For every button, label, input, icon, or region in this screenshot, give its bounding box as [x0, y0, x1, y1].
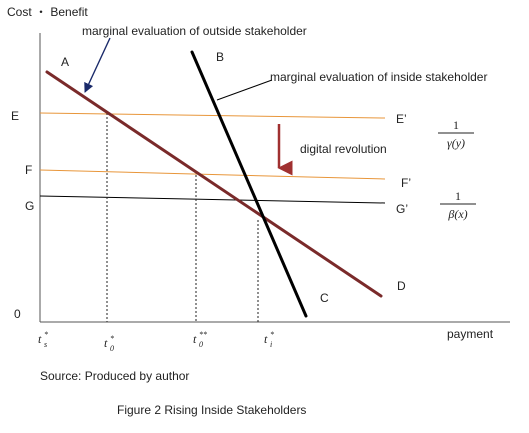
inside-stakeholder-curve	[190, 50, 308, 318]
fraction-beta-numerator: 1	[455, 189, 461, 203]
fraction-beta: 1 β(x)	[440, 189, 476, 221]
tick-label-t0-double: t ** 0	[193, 330, 207, 349]
pointer-line-inside	[216, 79, 273, 101]
tick-label-ti: t * i	[264, 330, 274, 349]
tick-ti-sup: *	[270, 330, 274, 339]
figure-caption: Figure 2 Rising Inside Stakeholders	[117, 403, 306, 417]
tick-ti-main: t	[264, 332, 268, 346]
level-label-gprime: G’	[396, 202, 408, 216]
source-note: Source: Produced by author	[40, 369, 189, 383]
x-axis-title: payment	[447, 327, 494, 341]
level-label-g: G	[25, 199, 34, 213]
level-label-f: F	[25, 163, 32, 177]
curve-label-b: B	[216, 50, 224, 64]
line-e-eprime	[39, 112, 386, 119]
level-label-eprime: E’	[396, 112, 407, 126]
level-label-e: E	[11, 109, 19, 123]
line-f-fprime	[39, 169, 386, 180]
curve-label-d: D	[397, 279, 406, 293]
tick-label-t0: t * 0	[104, 334, 114, 353]
tick-t0-sub: 0	[110, 344, 114, 353]
tick-ts-sub: s	[44, 340, 47, 349]
pointer-arrow-outside	[84, 37, 111, 93]
tick-ts-main: t	[38, 332, 42, 346]
outside-stakeholder-label: marginal evaluation of outside stakehold…	[82, 24, 307, 38]
tick-t0-sup: *	[110, 334, 114, 343]
y-axis-title: Cost ・ Benefit	[7, 5, 88, 19]
tick-ti-sub: i	[270, 340, 272, 349]
outside-stakeholder-curve	[45, 70, 383, 298]
tick-t0d-sup: **	[199, 330, 207, 339]
tick-label-ts: t * s	[38, 330, 48, 349]
tick-t0d-sub: 0	[199, 340, 203, 349]
fraction-gamma-denominator: γ(y)	[447, 136, 465, 150]
fraction-beta-denominator: β(x)	[447, 207, 467, 221]
tick-t0-main: t	[104, 336, 108, 350]
curve-label-c: C	[320, 291, 329, 305]
digital-revolution-label: digital revolution	[300, 142, 387, 156]
line-g-gprime	[39, 195, 386, 204]
curve-label-a: A	[61, 55, 69, 69]
origin-label: 0	[14, 307, 21, 321]
fraction-gamma: 1 γ(y)	[438, 118, 474, 150]
level-label-fprime: F’	[401, 176, 411, 190]
tick-t0d-main: t	[193, 332, 197, 346]
fraction-gamma-numerator: 1	[453, 118, 459, 132]
inside-stakeholder-label: marginal evaluation of inside stakeholde…	[270, 70, 487, 84]
tick-ts-sup: *	[44, 330, 48, 339]
